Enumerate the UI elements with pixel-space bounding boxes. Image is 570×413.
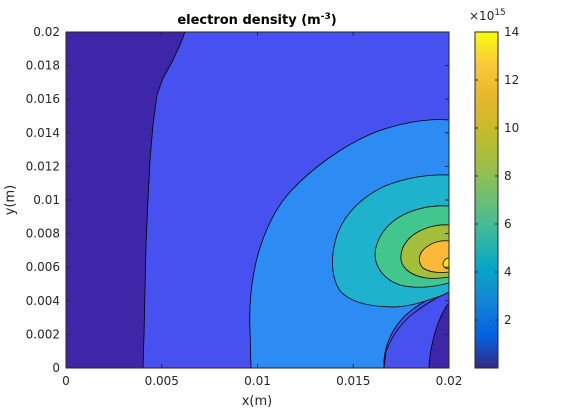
colorbar: 2 4 6 8 10 12 14 ×1015 xyxy=(469,8,519,369)
y-tick-label: 0.002 xyxy=(26,327,60,341)
y-tick-label: 0.006 xyxy=(26,260,60,274)
y-tick-label: 0.02 xyxy=(33,25,60,39)
contour-band-level-0-lower xyxy=(428,302,449,368)
y-axis: 0 0.002 0.004 0.006 0.008 0.01 0.012 0.014 0.016… xyxy=(26,25,449,375)
colorbar-tick-label: 10 xyxy=(504,121,519,135)
colorbar-tick-label: 14 xyxy=(504,25,519,39)
colorbar-tick-label: 12 xyxy=(504,73,519,87)
colorbar-tick-label: 2 xyxy=(504,313,512,327)
chart-title: electron density (m-3) xyxy=(177,12,336,28)
y-tick-label: 0.016 xyxy=(26,92,60,106)
x-tick-label: 0.02 xyxy=(436,374,463,388)
y-tick-label: 0.014 xyxy=(26,126,60,140)
x-tick-label: 0.015 xyxy=(336,374,370,388)
colorbar-scale-label: ×1015 xyxy=(469,8,506,23)
x-tick-label: 0.005 xyxy=(145,374,179,388)
y-tick-label: 0 xyxy=(52,361,60,375)
colorbar-tick-label: 6 xyxy=(504,217,512,231)
y-tick-label: 0.01 xyxy=(33,193,60,207)
y-tick-label: 0.018 xyxy=(26,59,60,73)
x-axis: 0 0.005 0.01 0.015 0.02 xyxy=(62,32,462,388)
contour-band-level-7 xyxy=(442,257,449,270)
x-tick-label: 0.01 xyxy=(244,374,271,388)
colorbar-gradient xyxy=(474,31,499,369)
y-tick-label: 0.012 xyxy=(26,159,60,173)
contour-plot xyxy=(66,32,449,368)
y-tick-label: 0.008 xyxy=(26,227,60,241)
x-tick-label: 0 xyxy=(62,374,70,388)
colorbar-ticks: 2 4 6 8 10 12 14 xyxy=(475,25,519,327)
colorbar-tick-label: 8 xyxy=(504,169,512,183)
contour-band-level-6 xyxy=(418,240,449,273)
y-axis-label: y(m) xyxy=(3,185,18,216)
colorbar-tick-label: 4 xyxy=(504,265,512,279)
x-axis-label: x(m) xyxy=(242,394,273,409)
y-tick-label: 0.004 xyxy=(26,294,60,308)
